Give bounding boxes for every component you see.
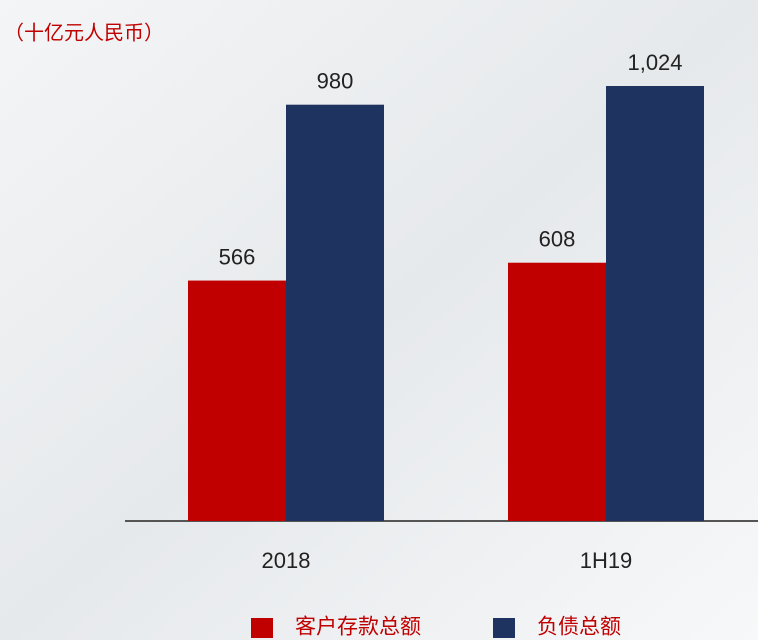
value-label: 608 xyxy=(539,227,576,252)
page: （十亿元人民币） 2018 566 980 1H19 608 1,024 客户存款总额 负债总… xyxy=(0,0,758,640)
value-label: 566 xyxy=(219,244,256,269)
legend-swatch xyxy=(251,618,273,638)
bar xyxy=(606,86,704,521)
value-label: 980 xyxy=(317,69,354,94)
value-label: 1,024 xyxy=(627,50,682,75)
legend-swatch xyxy=(493,618,515,638)
legend-label: 负债总额 xyxy=(537,616,621,639)
chart: （十亿元人民币） 2018 566 980 1H19 608 1,024 客户存款总额 负债总… xyxy=(0,0,758,640)
x-tick-label: 1H19 xyxy=(580,548,633,573)
bar xyxy=(286,105,384,521)
bar xyxy=(188,281,286,521)
x-tick-label: 2018 xyxy=(262,548,311,573)
unit-label: （十亿元人民币） xyxy=(4,21,164,44)
legend-label: 客户存款总额 xyxy=(295,616,421,639)
bar xyxy=(508,263,606,521)
